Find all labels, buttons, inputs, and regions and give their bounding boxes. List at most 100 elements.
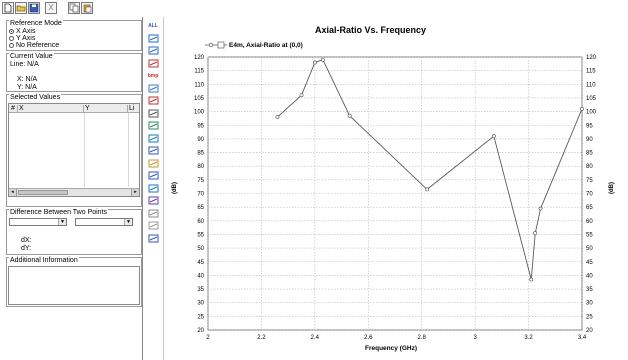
red-marker-icon[interactable] (146, 95, 160, 106)
y-tick-label-right: 115 (586, 69, 596, 75)
paste-icon[interactable] (81, 2, 93, 14)
x-tick-label: 3.2 (524, 335, 533, 341)
delete-icon[interactable] (146, 220, 160, 231)
data-point[interactable] (425, 187, 429, 192)
y-tick-label-left: 35 (197, 287, 204, 293)
y-tick-label-right: 40 (586, 273, 593, 279)
y-tick-label-left: 105 (194, 96, 205, 102)
y-tick-label-right: 25 (586, 314, 593, 320)
y-tick-label-left: 50 (197, 246, 204, 252)
col-header-line[interactable]: Li (129, 105, 135, 112)
tools-icon[interactable] (146, 108, 160, 119)
radio-no-reference[interactable]: No Reference (9, 42, 59, 49)
bmp-export-icon[interactable]: bmp (147, 72, 159, 79)
legend-label: E4m, Axial-Ratio at (0,0) (229, 41, 303, 49)
current-y-value: Y: N/A (17, 84, 37, 91)
data-point[interactable] (580, 106, 584, 111)
dy-label: dY: (21, 245, 32, 252)
x-tick-label: 2 (206, 335, 210, 341)
zoom-in-icon[interactable] (146, 33, 160, 44)
y-tick-label-right: 65 (586, 205, 593, 211)
data-point[interactable] (347, 113, 352, 118)
data-point[interactable] (299, 93, 304, 98)
chevron-down-icon[interactable]: ▼ (58, 219, 66, 225)
chart-panel: 20 20 25 25 30 30 35 35 40 40 45 45 50 50 55 55 60 60 65 65… (165, 17, 628, 360)
y-tick-label-left: 45 (197, 260, 204, 266)
second-point-select[interactable]: ▼ (75, 218, 133, 226)
chart-canvas[interactable]: 20 20 25 25 30 30 35 35 40 40 45 45 50 50 55 55 60 60 65 65… (165, 17, 628, 360)
y-tick-label-right: 100 (586, 110, 597, 116)
open-folder-icon[interactable] (15, 2, 27, 14)
x-tick-label: 2.4 (311, 335, 320, 341)
data-point[interactable] (538, 206, 543, 211)
scroll-left-arrow[interactable]: ◂ (9, 189, 17, 196)
data-point[interactable] (312, 60, 317, 65)
copy-icon[interactable] (68, 2, 80, 14)
x-tick-label: 2.8 (418, 335, 427, 341)
zoom-out-icon[interactable] (146, 45, 160, 56)
y-tick-label-right: 70 (586, 192, 593, 198)
first-point-select[interactable]: ▼ (9, 218, 67, 226)
radio-no-reference-dot[interactable] (9, 43, 14, 48)
col-divider-y (128, 113, 129, 187)
selected-values-title: Selected Values (9, 94, 62, 101)
chart-title: Axial-Ratio Vs. Frequency (315, 25, 427, 35)
open-file-icon[interactable] (146, 158, 160, 169)
chevron-down-icon[interactable]: ▼ (124, 219, 132, 225)
eye-icon[interactable] (146, 133, 160, 144)
save-icon[interactable] (28, 2, 40, 14)
data-point[interactable] (275, 115, 280, 119)
col-divider-x (84, 113, 85, 187)
scroll-right-arrow[interactable]: ▸ (131, 189, 139, 196)
y-tick-label-right: 30 (586, 301, 593, 307)
y-tick-label-left: 40 (197, 273, 204, 279)
additional-info-textbox[interactable] (8, 266, 140, 305)
radio-x-axis-label: X Axis (16, 28, 36, 35)
y-tick-label-left: 120 (194, 55, 205, 61)
selected-values-table[interactable]: # X Y Li ◂ ▸ (8, 103, 140, 197)
data-point[interactable] (320, 57, 325, 62)
col-header-y[interactable]: Y (84, 105, 128, 112)
image-icon[interactable] (146, 195, 160, 206)
help-icon[interactable] (146, 233, 160, 244)
grid-icon[interactable] (146, 120, 160, 131)
radio-y-axis[interactable]: Y Axis (9, 35, 35, 42)
pencil-icon[interactable] (146, 208, 160, 219)
horizontal-scrollbar[interactable]: ◂ ▸ (9, 188, 139, 196)
y-tick-label-left: 30 (197, 301, 204, 307)
main-toolbar (0, 0, 628, 17)
radio-y-axis-dot[interactable] (9, 36, 14, 41)
scroll-thumb[interactable] (18, 190, 68, 195)
new-icon[interactable] (2, 2, 14, 14)
radio-x-axis[interactable]: X Axis (9, 28, 35, 35)
selected-values-group: Selected Values # X Y Li ◂ ▸ (6, 94, 142, 207)
save-plot-icon[interactable] (146, 170, 160, 181)
y-tick-label-right: 55 (586, 232, 593, 238)
col-header-x[interactable]: X (18, 105, 84, 112)
legend: E4m, Axial-Ratio at (0,0) (205, 41, 303, 49)
x-tick-label: 2.2 (257, 335, 266, 341)
x-axis-label: Frequency (GHz) (365, 345, 418, 352)
radio-x-axis-dot[interactable] (9, 29, 14, 34)
y-tick-label-left: 100 (194, 110, 205, 116)
y-tick-label-right: 35 (586, 287, 593, 293)
line-style-icon[interactable] (146, 145, 160, 156)
y-axis-label-left: (dB) (172, 182, 178, 194)
col-header-index[interactable]: # (10, 105, 18, 112)
copy-data-icon[interactable] (146, 83, 160, 94)
y-tick-label-left: 70 (197, 192, 204, 198)
data-point[interactable] (491, 134, 496, 139)
table-header: # X Y Li (9, 104, 139, 113)
reference-mode-title: Reference Mode (9, 20, 63, 27)
y-tick-label-left: 80 (197, 164, 204, 170)
data-point[interactable] (529, 277, 534, 282)
current-value-group: Current Value Line: N/A X: N/A Y: N/A (6, 53, 142, 92)
y-tick-label-left: 110 (194, 82, 204, 88)
y-tick-label-right: 120 (586, 55, 597, 61)
cut-icon[interactable] (45, 2, 57, 14)
globe-icon[interactable] (146, 183, 160, 194)
left-panel: Reference Mode X Axis Y Axis No Referenc… (0, 17, 143, 360)
all-icon[interactable]: ALL (148, 22, 158, 29)
data-marker-icon[interactable] (146, 58, 160, 69)
data-point[interactable] (533, 231, 538, 235)
